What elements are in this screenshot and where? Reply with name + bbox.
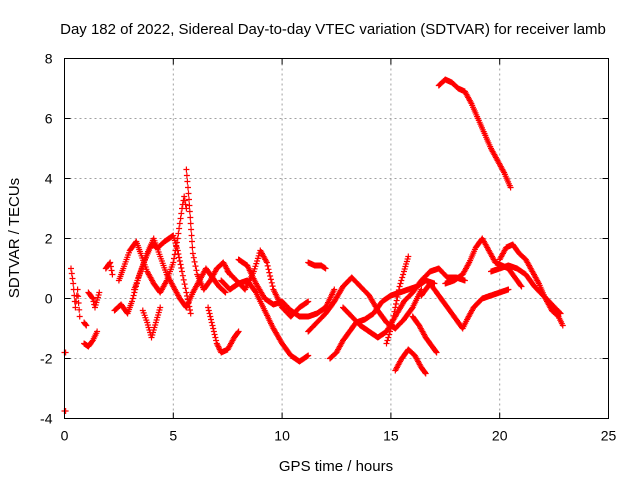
data-point-markers [392, 346, 429, 377]
data-point-markers [183, 166, 233, 293]
data-point-markers [81, 319, 90, 329]
series-track-12 [183, 166, 233, 293]
series-track-13 [205, 304, 242, 356]
x-tick-label: 25 [601, 428, 617, 444]
y-axis: -4 -2 0 2 4 6 8 [40, 51, 609, 427]
series-track-6 [85, 289, 103, 311]
data-point-markers [68, 265, 83, 320]
series-track-16 [235, 256, 338, 320]
data-point-markers [340, 265, 468, 341]
series-track-11 [139, 304, 164, 341]
series-track-2 [61, 408, 69, 414]
x-tick-label: 0 [61, 428, 69, 444]
data-point-markers [205, 304, 242, 356]
data-points [61, 76, 566, 414]
series-track-5 [81, 319, 90, 329]
series-track-20 [340, 265, 468, 341]
data-point-markers [218, 277, 312, 365]
series-track-14 [218, 277, 312, 365]
y-axis-label: SDTVAR / TECUs [6, 178, 23, 298]
y-tick-label: -4 [40, 411, 53, 427]
x-axis: 0 5 10 15 20 25 [61, 58, 617, 444]
data-point-markers [81, 328, 101, 350]
x-tick-label: 10 [274, 428, 290, 444]
y-tick-label: 8 [45, 51, 53, 67]
x-tick-label: 20 [492, 428, 508, 444]
data-point-markers [139, 304, 164, 341]
data-point-markers [305, 274, 425, 335]
data-point-markers [61, 408, 69, 414]
series-track-7 [102, 259, 116, 278]
series-track-23 [409, 313, 440, 356]
grid [64, 58, 609, 419]
data-point-markers [85, 289, 103, 311]
series-track-15 [224, 247, 312, 320]
series-track-25 [435, 76, 514, 191]
data-point-markers [115, 193, 190, 296]
series-track-24 [418, 280, 512, 332]
series-track-28 [488, 262, 564, 317]
data-point-markers [102, 259, 116, 278]
x-tick-label: 5 [169, 428, 177, 444]
series-track-17 [305, 259, 329, 272]
data-point-markers [488, 262, 564, 317]
series-track-4 [81, 328, 101, 350]
y-tick-label: 0 [45, 291, 53, 307]
data-point-markers [131, 235, 229, 311]
data-point-markers [61, 349, 69, 356]
series-track-1 [61, 349, 69, 356]
x-tick-label: 15 [383, 428, 399, 444]
y-tick-label: -2 [40, 351, 53, 367]
series-track-3 [68, 265, 83, 320]
y-tick-label: 2 [45, 231, 53, 247]
chart-title: Day 182 of 2022, Sidereal Day-to-day VTE… [60, 21, 606, 38]
data-point-markers [224, 247, 312, 320]
y-tick-label: 6 [45, 111, 53, 127]
data-point-markers [305, 259, 329, 272]
data-point-markers [435, 76, 514, 191]
series-track-18 [305, 274, 425, 335]
series-track-22 [392, 346, 429, 377]
series-track-10 [131, 235, 229, 311]
data-point-markers [418, 280, 512, 332]
series-track-21 [383, 253, 412, 347]
x-axis-label: GPS time / hours [279, 458, 393, 475]
data-point-markers [409, 313, 440, 356]
data-point-markers [235, 256, 338, 320]
series-track-9 [115, 193, 190, 296]
y-tick-label: 4 [45, 171, 53, 187]
data-point-markers [383, 253, 412, 347]
